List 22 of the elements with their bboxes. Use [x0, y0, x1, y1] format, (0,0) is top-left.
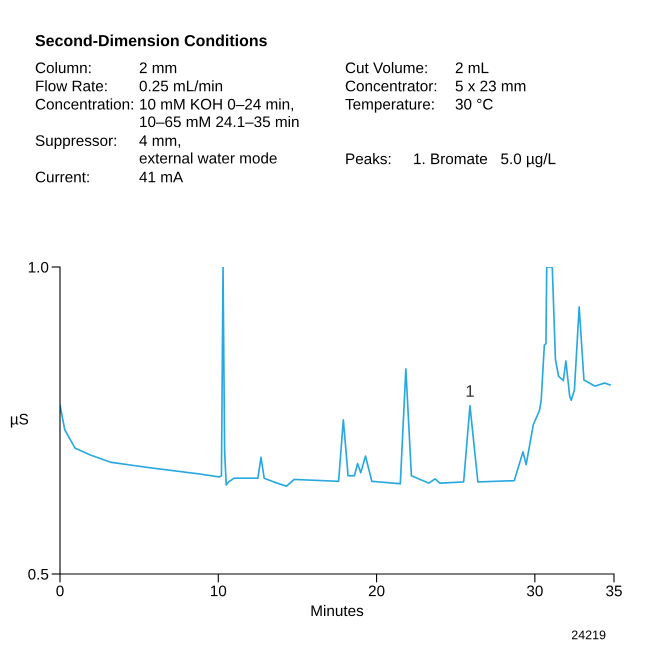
x-tick-label: 35: [606, 586, 622, 596]
text: 24219: [572, 630, 606, 640]
text: Concentration: 10 mM KOH 0–24 min, 10–65 mM 24.1–35 min: [36, 98, 299, 128]
y-axis-title: µS: [10, 414, 28, 428]
text: Suppressor: 4 mm, external water mode: [36, 135, 277, 164]
x-tick-label: 10: [210, 586, 226, 596]
text: Flow Rate: 0.25 mL/min: [36, 80, 222, 92]
text: Cut Volume: 2 mL: [346, 62, 488, 74]
x-tick-label: 30: [526, 586, 543, 596]
annotation: 1: [466, 385, 474, 397]
text: Concentrator: 5 x 23 mm: [346, 80, 526, 92]
line-series: [60, 267, 611, 488]
y-tick-label: 1.0: [28, 262, 48, 273]
x-tick-label: 20: [368, 586, 384, 596]
chart-title: Second-Dimension Conditions: [35, 34, 267, 46]
x-tick-label: 0: [56, 586, 64, 596]
text: Column: 2 mm: [36, 62, 176, 74]
text: Peaks: 1. Bromate 5.0 µg/L: [346, 153, 556, 168]
y-tick-label: 0.5: [28, 568, 48, 580]
text: Current: 41 mA: [36, 172, 184, 182]
x-axis-title: Minutes: [312, 604, 364, 616]
text: Temperature: 30 °C: [345, 98, 493, 113]
